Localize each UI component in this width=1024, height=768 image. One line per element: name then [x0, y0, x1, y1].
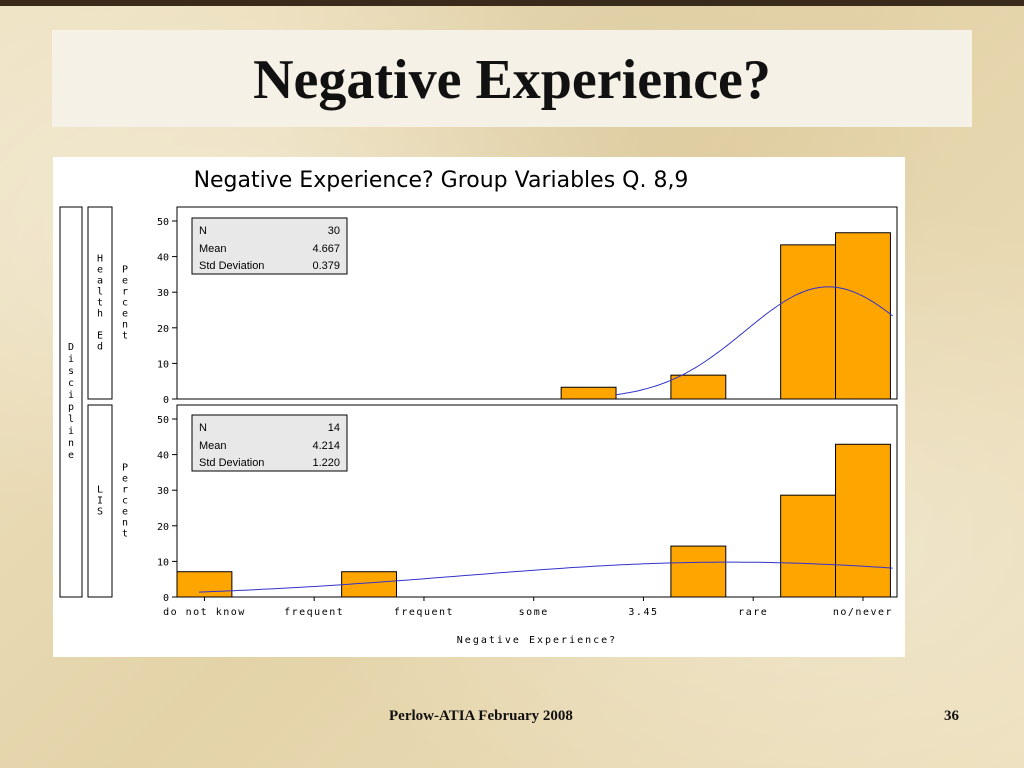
y-tick-label-lis: 40 — [157, 451, 169, 462]
y-tick-label-lis: 0 — [163, 593, 169, 604]
x-tick-label: frequent — [394, 607, 454, 618]
y-tick-label-lis: 30 — [157, 486, 169, 497]
top-border-bar — [0, 0, 1024, 6]
stats-n-value: 14 — [328, 422, 340, 434]
y-tick-label-health-ed: 40 — [157, 253, 169, 264]
panel-label-box-health-ed — [87, 206, 113, 400]
x-tick-label: rare — [738, 607, 768, 618]
x-tick-label: do not know — [163, 607, 246, 618]
x-tick-label: 3.45 — [628, 607, 658, 618]
chart-title: Negative Experience? Group Variables Q. … — [194, 168, 689, 193]
footer-text: Perlow-ATIA February 2008 — [389, 708, 573, 724]
histogram-bar-health-ed — [835, 232, 891, 400]
stats-sd-value: 1.220 — [312, 457, 340, 469]
histogram-bar-lis — [176, 571, 233, 598]
stats-mean-value: 4.667 — [312, 243, 340, 255]
y-tick-label-health-ed: 10 — [157, 359, 169, 370]
y-axis-label-lis: Percent — [120, 463, 131, 540]
stats-box-lis: N 14 Mean 4.214 Std Deviation 1.220 — [191, 414, 348, 472]
panel-label-box-lis — [87, 404, 113, 598]
y-tick-label-health-ed: 20 — [157, 324, 169, 335]
y-tick-label-lis: 20 — [157, 522, 169, 533]
histogram-bar-lis — [780, 494, 837, 598]
title-box: Negative Experience? — [52, 30, 972, 127]
group-label-box — [59, 206, 83, 598]
stats-sd-label: Std Deviation — [199, 260, 264, 272]
histogram-chart: Negative Experience? Group Variables Q. … — [59, 168, 898, 646]
panel-label-health-ed: Health Ed — [95, 254, 106, 353]
stats-box-health-ed: N 30 Mean 4.667 Std Deviation 0.379 — [191, 217, 348, 275]
group-label: Discipline — [66, 342, 77, 462]
histogram-bar-lis — [835, 443, 891, 598]
x-tick-label: frequent — [284, 607, 344, 618]
histogram-bar-health-ed — [780, 244, 837, 400]
stats-n-value: 30 — [328, 225, 340, 237]
y-tick-label-lis: 50 — [157, 415, 169, 426]
x-tick-label: some — [519, 607, 549, 618]
y-tick-label-lis: 10 — [157, 557, 169, 568]
histogram-bar-health-ed — [670, 374, 727, 400]
stats-sd-label: Std Deviation — [199, 457, 264, 469]
slide-number: 36 — [944, 708, 959, 724]
plot-frame-health-ed — [176, 206, 898, 400]
stats-mean-label: Mean — [199, 243, 227, 255]
y-axis-label-health-ed: Percent — [120, 265, 131, 342]
normal-curve-health-ed — [615, 286, 893, 396]
stats-sd-value: 0.379 — [312, 260, 340, 272]
x-axis-label: Negative Experience? — [457, 635, 617, 646]
y-tick-label-health-ed: 30 — [157, 288, 169, 299]
panel-label-lis: LIS — [95, 485, 106, 518]
histogram-bar-health-ed — [560, 386, 617, 400]
stats-mean-value: 4.214 — [312, 440, 340, 452]
normal-curve-lis — [198, 561, 893, 593]
y-tick-label-health-ed: 50 — [157, 217, 169, 228]
stats-n-label: N — [199, 225, 207, 237]
x-tick-label: no/never — [833, 607, 893, 618]
histogram-bar-lis — [670, 545, 727, 598]
stats-mean-label: Mean — [199, 440, 227, 452]
chart-panel: Negative Experience? Group Variables Q. … — [53, 157, 905, 657]
slide-title: Negative Experience? — [253, 49, 771, 111]
stats-n-label: N — [199, 422, 207, 434]
y-tick-label-health-ed: 0 — [163, 395, 169, 406]
plot-frame-lis — [176, 404, 898, 598]
